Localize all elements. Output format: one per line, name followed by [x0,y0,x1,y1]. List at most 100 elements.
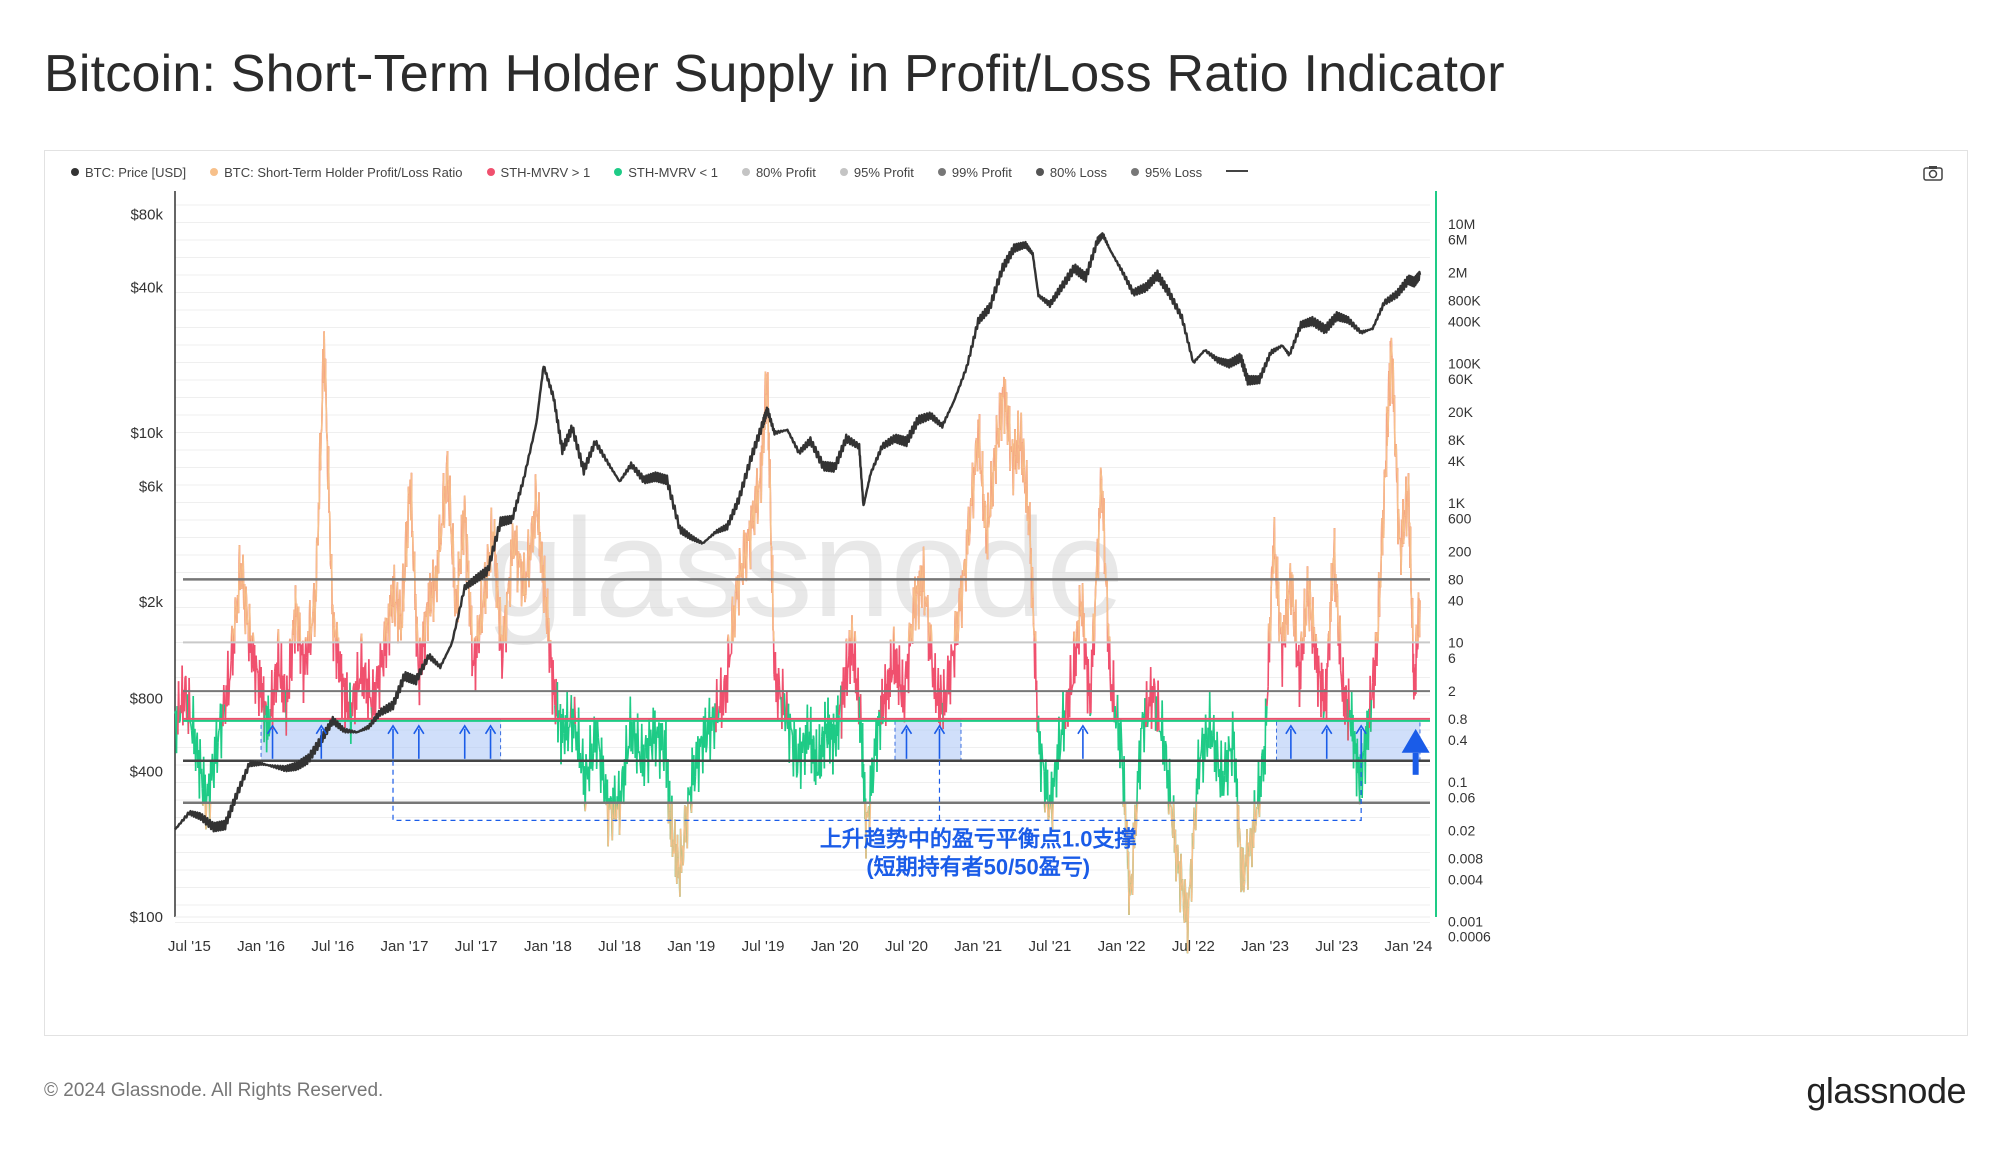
legend-item-95-profit[interactable]: 95% Profit [839,164,914,180]
ratio-segment [729,654,732,658]
ratio-segment [548,644,551,673]
ratio-segment [838,704,841,716]
ratio-segment-high [454,589,457,617]
ratio-segment-high [1283,615,1286,638]
ratio-segment-high [295,603,299,630]
ratio-segment [945,691,948,713]
ratio-segment-high [1094,584,1097,607]
ratio-segment [363,667,366,699]
ratio-segment-high [1031,567,1034,599]
ratio-segment [712,706,715,709]
ratio-segment-low [1248,828,1252,857]
legend-item-sth-ratio[interactable]: BTC: Short-Term Holder Profit/Loss Ratio [210,165,463,180]
ratio-segment-high [962,560,966,576]
legend-item-80-profit[interactable]: 80% Profit [741,165,816,180]
ratio-segment-high [770,543,773,548]
ratio-segment-high [987,517,991,528]
ratio-segment [200,768,204,789]
ratio-segment-low [1254,822,1257,833]
y2-tick-label: 10M [1448,216,1475,232]
ratio-segment-high [398,589,402,616]
ratio-segment [1164,740,1168,746]
y2-tick-label: 200 [1448,544,1472,560]
ratio-segment-high [360,633,364,643]
ratio-segment-high [1305,601,1308,626]
ratio-segment-high [1269,587,1273,643]
legend-item-btc-price[interactable]: BTC: Price [USD] [71,165,186,180]
ratio-segment [273,671,276,706]
ratio-segment [1089,712,1092,717]
ratio-segment [1053,762,1056,787]
ratio-segment-high [1080,601,1083,611]
annotation-line-2: (短期持有者50/50盈亏) [866,854,1090,879]
ratio-segment-low [1238,828,1242,845]
ratio-segment-high [978,414,981,469]
ratio-segment-high [445,463,448,504]
ratio-segment-high [1339,615,1342,643]
ratio-segment-high [1022,438,1026,469]
ratio-segment [1163,741,1167,771]
ratio-segment-high [511,523,515,559]
ratio-segment [337,637,340,683]
ratio-segment [790,728,793,731]
legend-label: 99% Profit [951,164,1012,180]
ratio-segment [255,667,259,671]
ratio-segment [661,723,664,751]
y-tick-label: $400 [130,763,163,780]
ratio-segment-high [740,563,743,578]
ratio-segment [217,730,220,743]
ratio-segment-high [752,500,755,522]
ratio-segment [183,677,186,712]
ratio-segment-high [240,581,244,589]
legend-item-sth-mvrv-below[interactable]: STH-MVRV < 1 [614,165,718,180]
ratio-segment-high [245,605,249,625]
legend-label: 95% Profit [853,164,914,180]
ratio-segment-high [758,478,761,483]
ratio-segment-high [497,607,500,612]
ratio-segment-high [1000,400,1003,441]
ratio-segment [1352,733,1355,769]
legend-item-80-loss[interactable]: 80% Loss [1035,165,1107,180]
ratio-segment [369,697,373,708]
ratio-segment [216,742,219,773]
camera-icon[interactable] [1923,165,1943,181]
ratio-segment [847,655,850,668]
legend-item-sth-mvrv-above[interactable]: STH-MVRV > 1 [486,165,590,180]
y2-tick-label: 60K [1448,371,1474,387]
legend-item-95-loss[interactable]: 95% Loss [1130,165,1202,180]
ratio-segment-high [1009,446,1012,471]
ratio-segment [778,685,782,700]
ratio-segment-high [429,610,432,617]
x-tick-label: Jan '16 [237,938,285,955]
ratio-segment-low [866,812,869,818]
y2-tick-label: 80 [1448,571,1464,587]
ratio-segment-high [1032,623,1035,635]
ratio-segment [338,678,341,683]
ratio-segment-low [1125,840,1128,846]
ratio-segment-high [328,511,332,562]
ratio-segment [872,775,875,794]
ratio-segment [1366,710,1369,737]
ratio-segment [553,679,556,706]
ratio-segment [250,664,254,673]
ratio-segment-high [1310,617,1313,621]
y2-tick-label: 6M [1448,231,1467,247]
y2-tick-label: 4K [1448,453,1466,469]
ratio-segment-low [1175,847,1178,882]
x-tick-label: Jan '23 [1241,938,1289,955]
ratio-segment-high [1399,538,1402,542]
ratio-segment [368,659,371,699]
glassnode-logo: glassnode [1806,1070,1966,1111]
ratio-segment-high [727,634,730,643]
ratio-segment-high [462,513,465,555]
legend-more-button[interactable] [1226,170,1249,173]
ratio-segment-high [311,612,314,624]
ratio-segment [1153,678,1156,686]
ratio-segment-low [1047,816,1050,821]
ratio-segment-high [245,586,248,606]
ratio-segment [806,704,809,750]
ratio-segment-low [676,834,679,858]
ratio-segment-high [499,596,502,643]
big-arrow-shaft [1412,752,1419,775]
legend-item-99-profit[interactable]: 99% Profit [937,164,1012,180]
